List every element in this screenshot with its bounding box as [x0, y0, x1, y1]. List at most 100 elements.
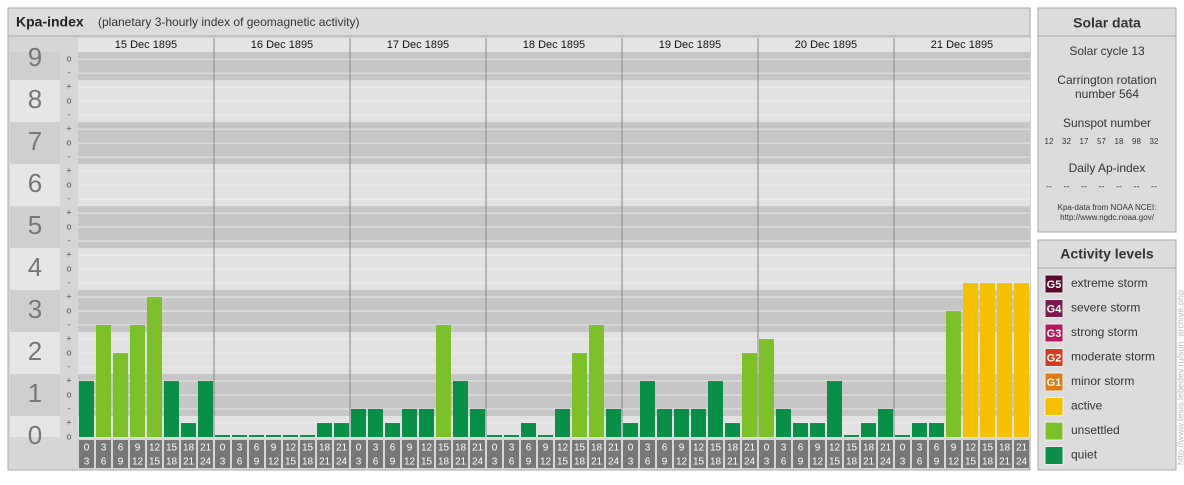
- hour-label: 24: [472, 457, 484, 468]
- legend-label: moderate storm: [1071, 350, 1155, 364]
- hour-box: [453, 440, 468, 468]
- hour-label: 15: [438, 443, 450, 454]
- hour-label: 15: [710, 443, 722, 454]
- day-label: 21 Dec 1895: [931, 39, 993, 51]
- hour-box: [929, 440, 944, 468]
- hour-label: 0: [356, 443, 362, 454]
- hour-box: [895, 440, 910, 468]
- day-header: [758, 38, 894, 52]
- hour-box: [997, 440, 1012, 468]
- band: [10, 416, 60, 437]
- hour-box: [691, 440, 706, 468]
- hour-label: 18: [574, 457, 586, 468]
- bar: [640, 381, 655, 437]
- hour-box: [827, 440, 842, 468]
- hour-label: 3: [220, 457, 226, 468]
- legend-label: quiet: [1071, 448, 1098, 462]
- hour-label: 18: [166, 457, 178, 468]
- ap-title: Daily Ap-index: [1069, 161, 1146, 175]
- hour-box: [538, 440, 553, 468]
- hour-label: 0: [492, 443, 498, 454]
- hour-label: 12: [948, 457, 960, 468]
- hour-label: 21: [455, 457, 467, 468]
- hour-label: 21: [1016, 443, 1028, 454]
- hour-label: 18: [302, 457, 314, 468]
- y-major-label: 9: [28, 42, 42, 72]
- y-tick-label: +: [66, 375, 71, 385]
- y-major-label: 8: [28, 84, 42, 114]
- hour-box: [504, 440, 519, 468]
- legend-swatch: [1044, 274, 1064, 294]
- hour-label: 15: [166, 443, 178, 454]
- hour-label: 12: [421, 443, 433, 454]
- hour-label: 18: [455, 443, 467, 454]
- hour-box: [385, 440, 400, 468]
- bar: [521, 423, 536, 437]
- hour-box: [844, 440, 859, 468]
- legend-label: extreme storm: [1071, 276, 1148, 290]
- legend-label: unsettled: [1071, 423, 1120, 437]
- hour-label: 3: [356, 457, 362, 468]
- sunspot-value: 17: [1080, 137, 1089, 146]
- hour-box: [368, 440, 383, 468]
- bar: [96, 325, 111, 437]
- hour-label: 3: [509, 443, 515, 454]
- hour-box: [878, 440, 893, 468]
- hour-box: [232, 440, 247, 468]
- hour-label: 12: [812, 457, 824, 468]
- hour-label: 12: [965, 443, 977, 454]
- bar: [674, 408, 689, 437]
- hour-label: 9: [135, 443, 141, 454]
- hour-label: 6: [390, 443, 396, 454]
- bar: [895, 435, 910, 437]
- day-label: 20 Dec 1895: [795, 39, 857, 51]
- chart-title: Kpa-index: [16, 14, 84, 30]
- band: [10, 374, 60, 417]
- y-tick-label: o: [66, 389, 71, 399]
- ap-value: --: [1151, 181, 1157, 191]
- hour-box: [912, 440, 927, 468]
- sunspot-value: 32: [1150, 137, 1159, 146]
- y-tick-label: -: [68, 193, 71, 203]
- source: Kpa-data from NOAA NCEI:: [1058, 203, 1157, 212]
- hour-label: 3: [101, 443, 107, 454]
- hour-label: 6: [237, 457, 243, 468]
- sunspot-value: 18: [1115, 137, 1124, 146]
- hour-label: 21: [863, 457, 875, 468]
- bar: [980, 283, 995, 437]
- hour-box: [470, 440, 485, 468]
- hour-box: [555, 440, 570, 468]
- hour-label: 18: [999, 443, 1011, 454]
- bar: [538, 435, 553, 437]
- hour-box: [96, 440, 111, 468]
- bar: [708, 381, 723, 437]
- hour-label: 18: [846, 457, 858, 468]
- legend-badge: G5: [1047, 279, 1062, 291]
- hour-box: [181, 440, 196, 468]
- hour-label: 3: [237, 443, 243, 454]
- bar: [215, 435, 230, 437]
- ap-value: --: [1099, 181, 1105, 191]
- y-tick-label: +: [66, 207, 71, 217]
- bar: [436, 325, 451, 437]
- hour-label: 15: [574, 443, 586, 454]
- day-label: 19 Dec 1895: [659, 39, 721, 51]
- hour-label: 3: [84, 457, 90, 468]
- hour-box: [708, 440, 723, 468]
- hour-label: 0: [628, 443, 634, 454]
- chart-subtitle: (planetary 3-hourly index of geomagnetic…: [98, 15, 359, 29]
- hour-box: [674, 440, 689, 468]
- ap-value: --: [1081, 181, 1087, 191]
- hour-box: [113, 440, 128, 468]
- bar: [266, 435, 281, 437]
- hour-label: 21: [999, 457, 1011, 468]
- hour-label: 6: [934, 443, 940, 454]
- bar: [402, 408, 417, 437]
- carrington: number 564: [1075, 87, 1139, 101]
- y-major-label: 0: [28, 420, 42, 450]
- hour-label: 6: [917, 457, 923, 468]
- band: [10, 80, 60, 123]
- bar: [249, 435, 264, 437]
